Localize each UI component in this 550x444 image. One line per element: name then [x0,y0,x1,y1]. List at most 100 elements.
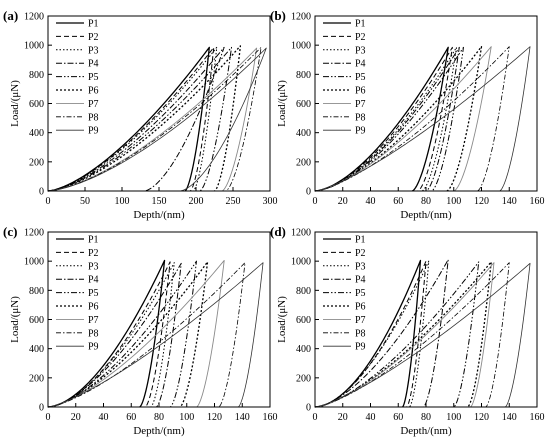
legend-label: P3 [88,261,99,272]
panel-label: (b) [270,8,286,23]
x-axis-label: Depth/(nm) [133,209,185,221]
series-line-p5 [47,46,233,192]
x-tick-label: 200 [189,196,204,207]
series-line-p4 [47,262,182,408]
series-line-p3 [314,260,430,408]
series-line-p1 [47,46,210,192]
y-tick-label: 600 [296,315,311,326]
x-tick-label: 140 [235,412,250,423]
x-tick-label: 140 [502,412,517,423]
legend-label: P9 [88,342,99,353]
series-line-p4 [47,46,225,192]
y-tick-label: 800 [296,286,311,297]
series-line-p2 [47,261,171,408]
series-group [314,45,531,192]
x-tick-label: 160 [530,412,545,423]
x-tick-label: 40 [99,412,109,423]
x-tick-label: 250 [226,196,241,207]
legend-label: P9 [355,342,366,353]
series-line-p8 [314,46,510,192]
x-tick-label: 0 [46,196,51,207]
y-tick-label: 800 [296,70,311,81]
legend: P1 P2 P3 P4 P5 P6 P7 P8 P9 [56,19,99,137]
series-line-p2 [314,46,453,192]
legend-label: P5 [88,72,99,83]
x-tick-label: 100 [446,196,461,207]
legend-label: P4 [355,59,366,70]
legend-label: P7 [88,99,99,110]
series-line-p9 [314,46,531,192]
series-line-p7 [314,262,495,408]
x-tick-label: 60 [393,196,403,207]
legend-label: P2 [88,248,99,259]
legend-label: P2 [355,248,366,259]
series-line-p1 [314,46,449,192]
series-line-p8 [47,262,246,408]
panel-a: (a) 0 50 100 150 200 250 300 0 200 400 600 800 1000 12… [3,8,278,221]
series-group [47,45,267,192]
y-axis-label: Load/(μN) [276,296,288,343]
legend-label: P3 [88,45,99,56]
series-line-p7 [314,46,492,192]
x-axis-label: Depth/(nm) [400,425,452,437]
legend: P1 P2 P3 P4 P5 P6 P7 P8 P9 [323,235,366,353]
series-group [314,259,531,408]
y-tick-label: 600 [29,315,44,326]
x-tick-label: 50 [80,196,90,207]
series-line-p2 [314,260,427,408]
panel-label: (c) [3,224,17,239]
series-line-p5 [314,261,480,408]
y-tick-label: 200 [29,157,44,168]
series-line-p4 [314,259,449,408]
series-line-p6 [47,45,242,192]
y-tick-label: 200 [296,157,311,168]
panel-c: (c) 0 20 40 60 80 100 120 140 160 0 200 400 600 800 100… [3,224,278,437]
x-tick-label: 120 [207,412,222,423]
legend-label: P8 [88,112,99,123]
x-tick-label: 0 [313,412,318,423]
legend-label: P8 [88,328,99,339]
y-tick-label: 1200 [24,228,44,239]
y-tick-label: 200 [296,373,311,384]
y-tick-label: 1000 [291,41,311,52]
series-line-p9 [47,262,264,408]
legend-label: P5 [88,288,99,299]
legend-label: P2 [355,32,366,43]
y-tick-label: 1200 [291,12,311,23]
x-tick-label: 40 [366,412,376,423]
series-line-p6 [314,261,492,408]
y-tick-label: 1000 [24,41,44,52]
y-tick-label: 0 [39,403,44,414]
legend-label: P6 [88,86,99,97]
legend-label: P3 [355,45,366,56]
y-tick-label: 400 [296,344,311,355]
x-tick-label: 80 [421,196,431,207]
series-line-p5 [47,260,197,408]
y-axis-label: Load/(μN) [9,80,21,127]
x-tick-label: 100 [115,196,130,207]
x-tick-label: 160 [530,196,545,207]
legend-label: P1 [355,235,366,246]
legend-label: P9 [88,126,99,137]
legend-label: P7 [88,315,99,326]
panel-b: (b) 0 20 40 60 80 100 120 140 160 0 200 400 600 800 100… [270,8,545,221]
x-tick-label: 80 [421,412,431,423]
x-tick-label: 20 [338,196,348,207]
series-line-p8 [47,46,262,192]
legend-label: P3 [355,261,366,272]
y-tick-label: 1000 [24,257,44,268]
series-line-p4 [314,46,460,192]
x-axis-label: Depth/(nm) [400,209,452,221]
x-tick-label: 40 [366,196,376,207]
x-tick-label: 60 [393,412,403,423]
legend-label: P5 [355,72,366,83]
y-tick-label: 1200 [24,12,44,23]
series-line-p6 [314,45,483,192]
legend-label: P6 [355,86,366,97]
x-tick-label: 0 [313,196,318,207]
series-line-p6 [47,261,209,408]
x-tick-label: 160 [263,412,278,423]
x-tick-label: 20 [71,412,81,423]
y-tick-label: 600 [29,99,44,110]
